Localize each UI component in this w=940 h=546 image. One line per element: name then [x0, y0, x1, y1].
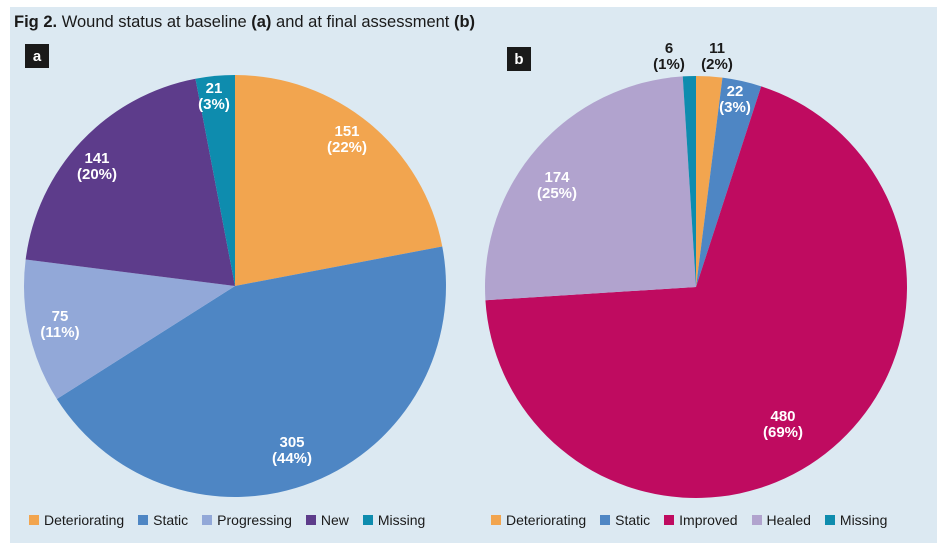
slice-percent: (11%) — [40, 324, 80, 341]
slice-value: 174 — [544, 169, 570, 186]
panel-b-badge: b — [507, 47, 531, 71]
slice-percent: (22%) — [326, 139, 368, 156]
legend-label: New — [320, 512, 349, 528]
legend-swatch-deteriorating — [29, 515, 39, 525]
pie-b-slice-static — [696, 77, 762, 287]
pie-chart-b — [485, 75, 908, 499]
legend-label: Static — [615, 512, 651, 528]
legend-a: Deteriorating Static Progressing New Missing — [29, 513, 425, 527]
legend-a-item-new: New — [305, 512, 349, 528]
slice-value: 75 — [51, 308, 69, 325]
slice-value: 151 — [334, 123, 360, 140]
slice-value: 11 — [709, 40, 725, 57]
slice-percent: (69%) — [762, 424, 804, 441]
pie-a-label-deteriorating: 151 (22%) — [327, 124, 367, 156]
pie-b-label-missing: 6 (1%) — [653, 41, 685, 73]
pie-b-slice-healed — [485, 76, 696, 301]
legend-label: Missing — [839, 512, 888, 528]
figure-caption: Fig 2. Wound status at baseline (a) and … — [14, 12, 475, 32]
pie-b-slice-missing — [682, 76, 696, 287]
pie-a-label-missing: 21 (3%) — [198, 81, 230, 113]
pie-a-slice-static — [56, 246, 446, 497]
legend-a-item-missing: Missing — [362, 512, 426, 528]
slice-percent: (3%) — [198, 96, 230, 113]
caption-text-1: Wound status at baseline — [61, 13, 247, 31]
pie-b-label-deteriorating: 11 (2%) — [701, 41, 733, 73]
pie-b-label-improved: 480 (69%) — [763, 409, 803, 441]
legend-b-item-deteriorating: Deteriorating — [491, 513, 586, 527]
slice-value: 480 — [770, 408, 796, 425]
pie-a-slice-deteriorating — [235, 75, 443, 286]
legend-swatch-missing — [362, 515, 373, 525]
caption-marker-a: (a) — [251, 13, 272, 31]
slice-value: 21 — [205, 80, 223, 97]
caption-fig-number: Fig 2. — [14, 13, 58, 31]
slice-percent: (2%) — [701, 56, 733, 73]
legend-swatch-improved — [664, 515, 675, 525]
pie-a-slice-new — [25, 78, 235, 286]
slice-percent: (44%) — [271, 450, 313, 467]
slice-percent: (3%) — [719, 99, 751, 116]
caption-text-2: and at final assessment — [276, 13, 450, 31]
pie-b-label-static: 22 (3%) — [719, 84, 751, 116]
pie-b-label-healed: 174 (25%) — [537, 170, 577, 202]
slice-value: 6 — [664, 40, 674, 57]
pie-b-slice-improved — [485, 86, 908, 499]
legend-label: Progressing — [217, 512, 292, 528]
pie-b-slice-deteriorating — [696, 75, 723, 287]
pie-a-label-new: 141 (20%) — [77, 151, 117, 183]
pie-a-slice-missing — [195, 75, 235, 286]
legend-label: Missing — [377, 512, 426, 528]
legend-swatch-healed — [751, 515, 762, 525]
pie-a-label-static: 305 (44%) — [272, 435, 312, 467]
legend-b-item-improved: Improved — [664, 512, 738, 528]
legend-label: Static — [153, 512, 189, 528]
legend-b-item-healed: Healed — [751, 512, 811, 528]
legend-a-item-static: Static — [138, 513, 188, 527]
slice-value: 305 — [279, 434, 305, 451]
legend-swatch-deteriorating — [491, 515, 501, 525]
legend-b-item-static: Static — [600, 513, 650, 527]
slice-percent: (20%) — [76, 166, 118, 183]
legend-swatch-static — [600, 515, 611, 525]
legend-b: Deteriorating Static Improved Healed Missing — [491, 513, 887, 527]
legend-swatch-new — [305, 515, 316, 525]
legend-b-item-missing: Missing — [824, 512, 888, 528]
pie-chart-a — [23, 75, 446, 497]
legend-swatch-progressing — [202, 515, 213, 525]
legend-label: Deteriorating — [44, 512, 125, 528]
slice-percent: (25%) — [536, 185, 578, 202]
pie-a-slice-progressing — [23, 259, 235, 400]
legend-label: Improved — [679, 512, 738, 528]
legend-label: Healed — [766, 512, 811, 528]
slice-value: 22 — [726, 83, 744, 100]
pie-a-label-progressing: 75 (11%) — [40, 309, 79, 341]
legend-swatch-static — [138, 515, 149, 525]
slice-percent: (1%) — [653, 56, 685, 73]
panel-a-badge: a — [25, 44, 49, 68]
caption-marker-b: (b) — [453, 13, 476, 31]
slice-value: 141 — [84, 150, 110, 167]
legend-a-item-progressing: Progressing — [202, 513, 292, 527]
legend-swatch-missing — [824, 515, 835, 525]
legend-a-item-deteriorating: Deteriorating — [29, 513, 124, 527]
legend-label: Deteriorating — [506, 512, 587, 528]
